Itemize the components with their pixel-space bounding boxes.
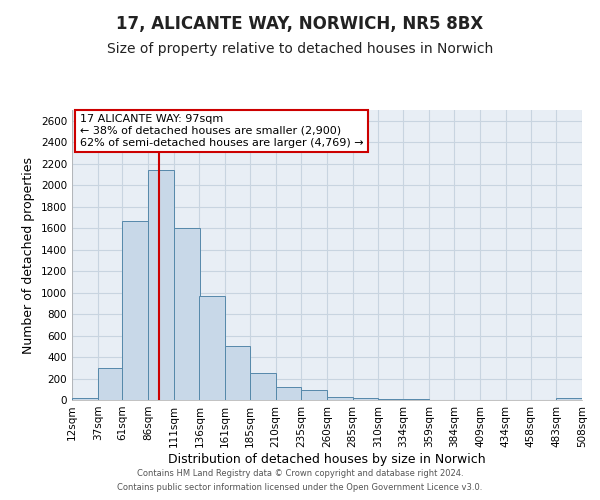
Bar — [72, 398, 98, 400]
Y-axis label: Number of detached properties: Number of detached properties — [22, 156, 35, 354]
Text: Contains HM Land Registry data © Crown copyright and database right 2024.: Contains HM Land Registry data © Crown c… — [137, 468, 463, 477]
Bar — [275, 387, 301, 400]
Bar — [225, 346, 250, 400]
Bar — [301, 390, 327, 400]
Bar — [379, 399, 403, 400]
Text: 17, ALICANTE WAY, NORWICH, NR5 8BX: 17, ALICANTE WAY, NORWICH, NR5 8BX — [116, 15, 484, 33]
Text: Contains public sector information licensed under the Open Government Licence v3: Contains public sector information licen… — [118, 484, 482, 492]
Bar — [556, 398, 582, 400]
Text: Size of property relative to detached houses in Norwich: Size of property relative to detached ho… — [107, 42, 493, 56]
Bar — [98, 368, 122, 400]
Bar — [327, 397, 353, 400]
Bar — [250, 373, 275, 400]
Bar — [353, 398, 379, 400]
Bar — [148, 170, 174, 400]
Bar — [122, 220, 148, 400]
Bar — [199, 296, 225, 400]
Bar — [174, 228, 199, 400]
Text: 17 ALICANTE WAY: 97sqm
← 38% of detached houses are smaller (2,900)
62% of semi-: 17 ALICANTE WAY: 97sqm ← 38% of detached… — [80, 114, 363, 148]
X-axis label: Distribution of detached houses by size in Norwich: Distribution of detached houses by size … — [168, 452, 486, 466]
